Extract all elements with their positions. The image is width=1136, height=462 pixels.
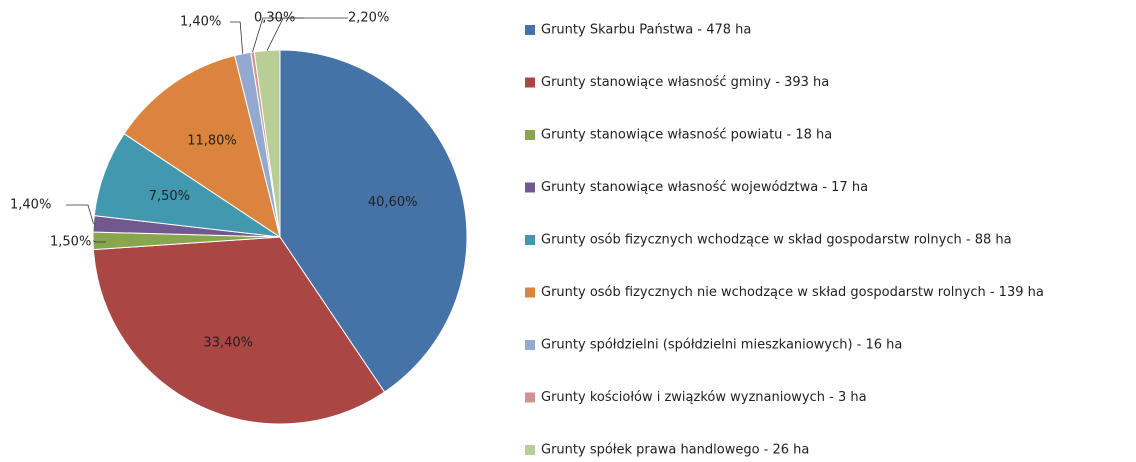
legend-label: Grunty osób fizycznych nie wchodzące w s…	[541, 285, 1044, 300]
data-label: 11,80%	[187, 133, 237, 148]
legend-label: Grunty kościołów i związków wyznaniowych…	[541, 390, 867, 405]
leader-line	[66, 204, 94, 224]
legend-swatch	[525, 340, 535, 350]
data-label: 7,50%	[149, 189, 190, 204]
legend-label: Grunty Skarbu Państwa - 478 ha	[541, 23, 751, 38]
data-label: 1,40%	[180, 15, 221, 30]
legend-swatch	[525, 392, 535, 403]
leader-line	[230, 21, 244, 54]
legend-label: Grunty stanowiące własność województwa -…	[541, 180, 868, 195]
pie-slice	[279, 49, 468, 393]
legend-swatch	[525, 287, 535, 298]
data-label: 1,40%	[10, 198, 51, 213]
data-label: 40,60%	[368, 195, 418, 210]
leader-line	[266, 17, 348, 51]
legend-label: Grunty spółdzielni (spółdzielni mieszkan…	[541, 338, 902, 353]
data-label: 1,50%	[50, 235, 91, 250]
leader-line	[92, 240, 106, 243]
legend-swatch	[525, 77, 535, 88]
legend-label: Grunty osób fizycznych wchodzące w skład…	[541, 233, 1012, 248]
legend-swatch	[525, 182, 535, 193]
legend-label: Grunty spółek prawa handlowego - 26 ha	[541, 443, 809, 458]
pie-slice	[123, 54, 281, 239]
legend-swatch	[525, 25, 535, 35]
legend-swatch	[525, 130, 535, 140]
data-label: 2,20%	[348, 11, 389, 26]
legend-label: Grunty stanowiące własność gminy - 393 h…	[541, 75, 829, 90]
legend-swatch	[525, 445, 535, 455]
legend-label: Grunty stanowiące własność powiatu - 18 …	[541, 128, 832, 143]
pie-slice	[92, 236, 386, 425]
data-label: 0,30%	[254, 11, 295, 26]
legend-swatch	[525, 235, 535, 245]
data-label: 33,40%	[203, 335, 253, 350]
